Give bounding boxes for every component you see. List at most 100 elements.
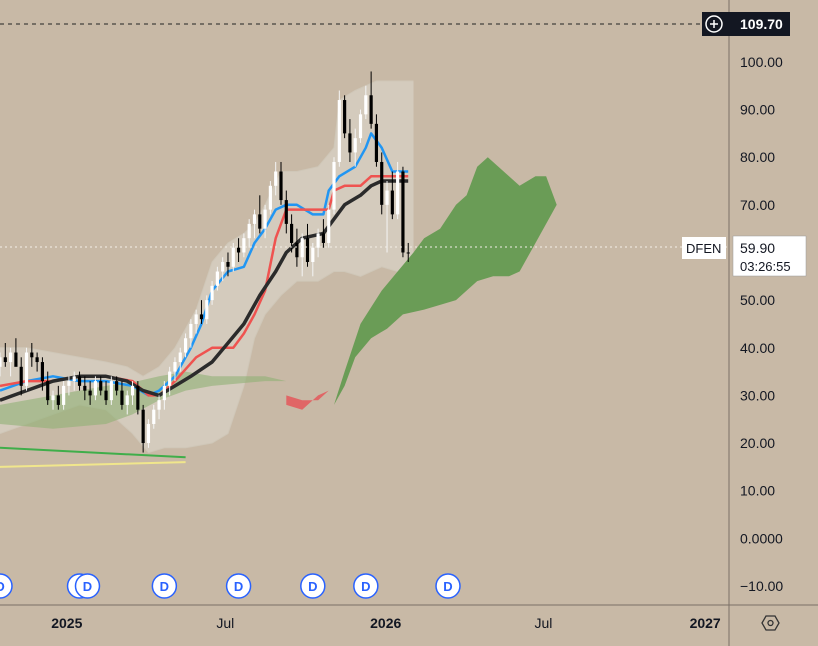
- candle[interactable]: [263, 204, 267, 239]
- candle[interactable]: [247, 219, 251, 248]
- candle[interactable]: [152, 404, 156, 429]
- candle[interactable]: [99, 376, 103, 396]
- candle[interactable]: [369, 71, 373, 129]
- plot-area[interactable]: [0, 71, 557, 468]
- candle[interactable]: [390, 171, 394, 220]
- candle[interactable]: [35, 352, 39, 372]
- candle[interactable]: [231, 242, 235, 272]
- candle[interactable]: [380, 152, 384, 215]
- candle[interactable]: [242, 233, 246, 258]
- candle[interactable]: [157, 395, 161, 420]
- dividend-marker[interactable]: D: [353, 573, 379, 599]
- candle[interactable]: [141, 404, 145, 453]
- candle[interactable]: [83, 376, 87, 401]
- candle[interactable]: [24, 347, 29, 391]
- candle[interactable]: [51, 390, 55, 410]
- candle[interactable]: [406, 242, 410, 263]
- candle[interactable]: [358, 109, 363, 143]
- candle[interactable]: [77, 371, 82, 391]
- x-axis[interactable]: 2025 Jul 2026 Jul 2027: [51, 615, 721, 631]
- candle[interactable]: [199, 300, 204, 324]
- candle[interactable]: [205, 295, 209, 324]
- candle-body: [300, 238, 304, 258]
- candle[interactable]: [162, 381, 166, 410]
- dividend-marker[interactable]: D: [0, 573, 13, 599]
- candle[interactable]: [168, 366, 172, 396]
- candle[interactable]: [252, 209, 257, 239]
- candle[interactable]: [337, 90, 341, 167]
- dividend-marker[interactable]: D: [74, 573, 101, 599]
- crosshair-price-tag[interactable]: 109.70: [702, 12, 790, 36]
- candle[interactable]: [290, 214, 294, 253]
- candle[interactable]: [274, 161, 278, 196]
- candle[interactable]: [104, 381, 108, 405]
- symbol-tag[interactable]: DFEN: [682, 237, 726, 259]
- candle[interactable]: [321, 219, 326, 248]
- candle[interactable]: [189, 319, 193, 348]
- candle[interactable]: [284, 190, 288, 234]
- candle[interactable]: [401, 166, 405, 258]
- candle[interactable]: [19, 357, 23, 396]
- candle[interactable]: [353, 128, 357, 167]
- trend-line-yellow[interactable]: [0, 461, 186, 468]
- candle[interactable]: [279, 161, 283, 205]
- candle[interactable]: [268, 181, 272, 215]
- candle[interactable]: [215, 266, 219, 291]
- candle[interactable]: [194, 309, 198, 334]
- candle[interactable]: [30, 342, 34, 367]
- candle[interactable]: [348, 119, 352, 162]
- candle[interactable]: [300, 233, 304, 277]
- candle[interactable]: [295, 228, 299, 267]
- candle[interactable]: [173, 357, 177, 382]
- candle[interactable]: [226, 252, 230, 277]
- candle[interactable]: [258, 195, 262, 234]
- candle[interactable]: [316, 228, 320, 258]
- candle[interactable]: [385, 181, 389, 253]
- candle[interactable]: [67, 376, 71, 396]
- trend-line-green[interactable]: [0, 446, 186, 459]
- dividend-icon: [353, 573, 379, 599]
- candle[interactable]: [343, 95, 347, 139]
- candle[interactable]: [236, 238, 241, 263]
- candle-body: [88, 390, 92, 396]
- candle[interactable]: [46, 371, 50, 405]
- candle[interactable]: [115, 376, 119, 396]
- candle[interactable]: [130, 381, 135, 405]
- candle[interactable]: [146, 419, 151, 448]
- candle[interactable]: [0, 352, 2, 377]
- candle[interactable]: [332, 157, 336, 215]
- candle[interactable]: [183, 333, 188, 358]
- candle[interactable]: [221, 257, 225, 282]
- candle[interactable]: [125, 390, 129, 415]
- dividend-marker[interactable]: D: [300, 573, 326, 599]
- candle[interactable]: [88, 381, 92, 405]
- candle[interactable]: [178, 347, 182, 372]
- add-icon[interactable]: [705, 15, 723, 33]
- candle[interactable]: [327, 204, 331, 248]
- candle[interactable]: [9, 347, 13, 377]
- dividend-marker[interactable]: D: [151, 573, 178, 599]
- candle[interactable]: [62, 381, 66, 410]
- settings-button[interactable]: [761, 615, 780, 631]
- candle[interactable]: [120, 381, 124, 410]
- dividend-icon: [151, 573, 178, 599]
- candle[interactable]: [72, 371, 76, 391]
- candle[interactable]: [14, 338, 18, 367]
- candle[interactable]: [305, 223, 310, 267]
- candle[interactable]: [364, 85, 368, 120]
- settings-icon[interactable]: [761, 615, 780, 631]
- candle[interactable]: [311, 242, 315, 277]
- candle[interactable]: [3, 342, 7, 367]
- candle[interactable]: [40, 357, 45, 391]
- candle[interactable]: [374, 114, 379, 167]
- candle[interactable]: [136, 381, 140, 415]
- candle[interactable]: [396, 161, 400, 220]
- candle[interactable]: [93, 376, 98, 401]
- dividend-marker[interactable]: D: [225, 573, 252, 599]
- candle[interactable]: [210, 281, 214, 305]
- y-axis[interactable]: 100.0090.0080.0070.0060.0050.0040.0030.0…: [740, 54, 783, 594]
- candle[interactable]: [109, 376, 113, 405]
- candle[interactable]: [56, 385, 60, 410]
- dividend-marker[interactable]: D: [435, 573, 461, 599]
